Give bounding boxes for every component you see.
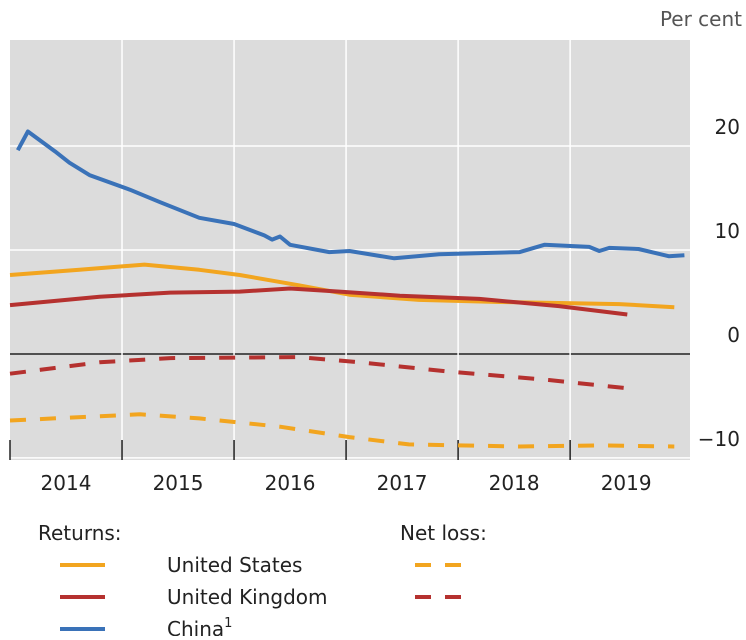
series-line <box>9 412 675 449</box>
unit-label: Per cent <box>660 7 742 31</box>
y-tick-label: 20 <box>715 115 740 139</box>
series-line <box>9 286 628 317</box>
legend-name: China <box>167 617 224 636</box>
y-tick-label: 0 <box>727 323 740 347</box>
x-tick-label: 2019 <box>601 471 652 495</box>
y-tick-label: 10 <box>715 219 740 243</box>
legend-label: United States <box>167 553 302 577</box>
x-tick-label: 2017 <box>377 471 428 495</box>
legend-title: Returns: <box>38 521 122 545</box>
y-tick-label: −10 <box>698 427 740 451</box>
legend-title: Net loss: <box>400 521 487 545</box>
legend-label: China1 <box>167 616 232 636</box>
x-tick-label: 2018 <box>489 471 540 495</box>
legend-name: United States <box>167 553 302 577</box>
series-line <box>16 129 685 261</box>
legend-label: United Kingdom <box>167 585 328 609</box>
x-tick-label: 2015 <box>153 471 204 495</box>
x-tick-label: 2014 <box>41 471 92 495</box>
footnote-marker: 1 <box>224 616 232 631</box>
legend-name: United Kingdom <box>167 585 328 609</box>
series-line <box>9 355 628 391</box>
x-tick-label: 2016 <box>265 471 316 495</box>
